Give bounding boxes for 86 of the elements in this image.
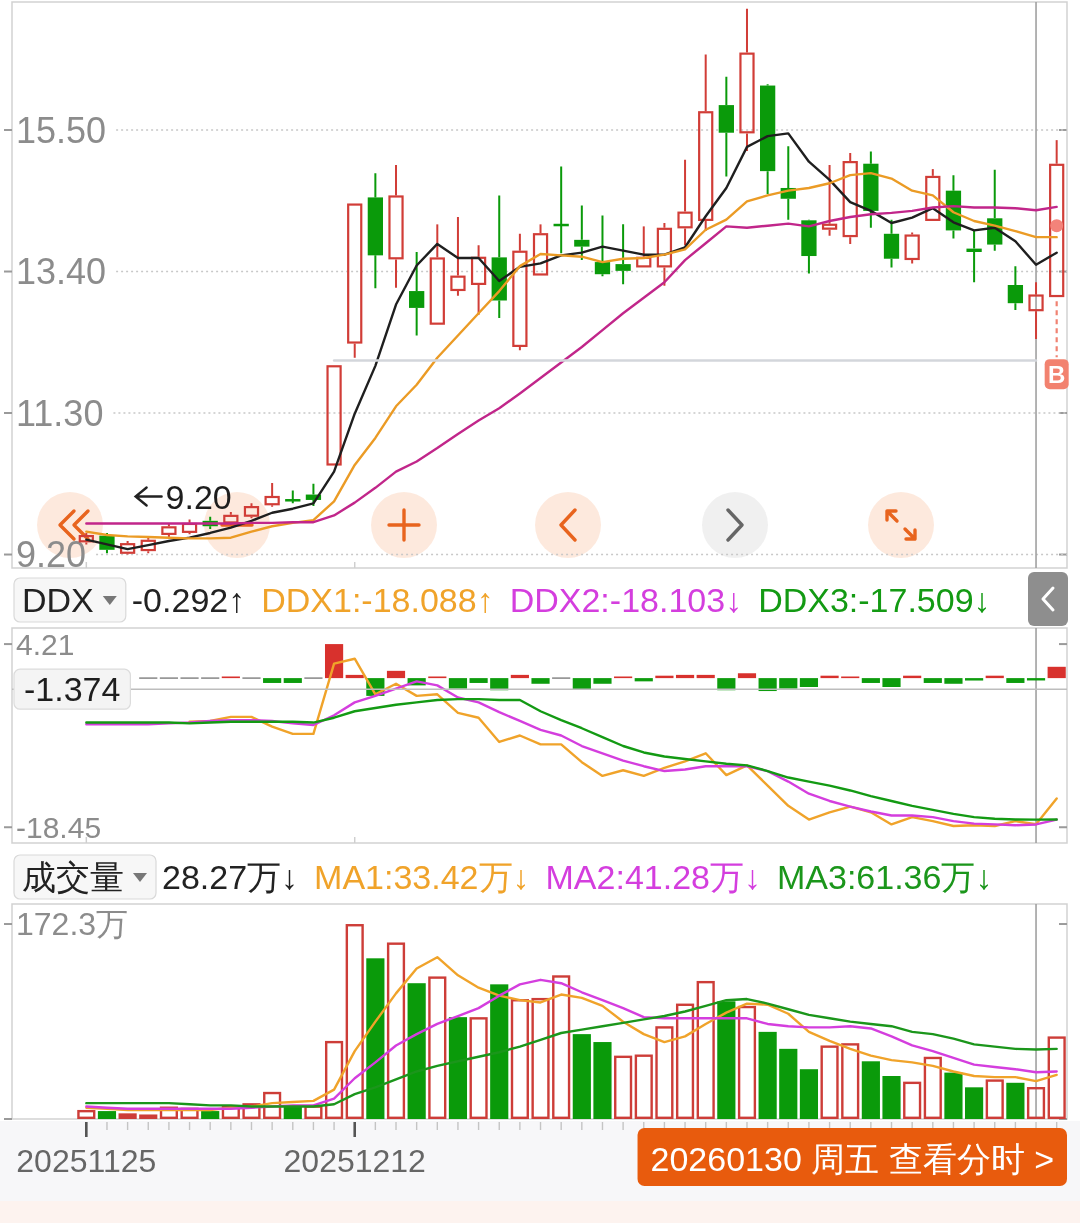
y-tick-label: 11.30 bbox=[16, 392, 104, 434]
chart-title: DDX bbox=[22, 581, 94, 620]
bar bbox=[97, 1111, 117, 1119]
bar bbox=[965, 1087, 984, 1119]
bar bbox=[572, 1034, 591, 1119]
bar bbox=[861, 678, 880, 683]
y-tick-label: 4.21 bbox=[16, 627, 75, 661]
x-tick-label: 20251125 bbox=[16, 1143, 157, 1179]
bar bbox=[799, 678, 819, 687]
bar bbox=[944, 1072, 963, 1119]
bar bbox=[448, 1017, 468, 1119]
bar bbox=[634, 1054, 653, 1119]
bar bbox=[799, 1069, 819, 1119]
bar bbox=[1026, 1087, 1046, 1119]
bar bbox=[675, 1003, 695, 1119]
series-label: DDX1:-18.088↑ bbox=[261, 581, 494, 620]
bar bbox=[861, 1061, 880, 1119]
bar bbox=[469, 1017, 488, 1119]
ref-line-label: -1.374 bbox=[24, 670, 121, 709]
bar bbox=[345, 924, 364, 1119]
bar bbox=[737, 673, 757, 679]
annotation: 20260130 周五 查看分时 > bbox=[637, 1128, 1067, 1186]
bar bbox=[531, 678, 550, 684]
bar bbox=[675, 674, 695, 679]
bar bbox=[552, 975, 571, 1119]
bar bbox=[923, 678, 942, 683]
bar bbox=[593, 1042, 612, 1119]
bar bbox=[655, 1026, 674, 1119]
bar bbox=[903, 1081, 922, 1119]
chart-subtitle: 28.27万↓ bbox=[162, 858, 299, 897]
annotation: B bbox=[1048, 361, 1066, 389]
annotation: 9.20 bbox=[133, 477, 232, 516]
bar bbox=[428, 976, 447, 1119]
bar bbox=[965, 678, 984, 681]
y-tick-label: 15.50 bbox=[16, 109, 107, 151]
bar bbox=[985, 1079, 1004, 1119]
bar bbox=[263, 678, 282, 683]
bar bbox=[593, 678, 612, 684]
header: 成交量 28.27万↓ MA1:33.42万↓ MA2:41.28万↓ MA3:61.36万↓ bbox=[13, 854, 993, 900]
bar bbox=[882, 1076, 901, 1119]
bar bbox=[510, 674, 529, 679]
bar bbox=[614, 1055, 633, 1119]
header: DDX -0.292↑ DDX1:-18.088↑ DDX2:-18.103↓ DDX3:-17.509↓ bbox=[13, 577, 991, 623]
y-tick-label: 172.3万 bbox=[16, 906, 129, 943]
bar bbox=[448, 678, 468, 689]
bar bbox=[717, 1001, 736, 1119]
bar bbox=[1047, 666, 1066, 679]
x-tick-label: 20251212 bbox=[283, 1143, 426, 1179]
bar bbox=[490, 984, 509, 1119]
bar bbox=[77, 1109, 96, 1119]
bar bbox=[779, 1048, 798, 1119]
bar bbox=[324, 644, 344, 679]
y-tick-label: 13.40 bbox=[16, 251, 107, 293]
bar bbox=[1006, 678, 1025, 683]
bar bbox=[139, 1114, 158, 1119]
y-tick-label: 9.20 bbox=[16, 534, 87, 576]
bar bbox=[531, 997, 550, 1119]
bar bbox=[469, 678, 488, 683]
annotation: B bbox=[1044, 301, 1069, 390]
chart-title: 成交量 bbox=[22, 858, 124, 897]
bar bbox=[345, 674, 364, 679]
bar bbox=[882, 678, 901, 687]
annotation: 9.20 bbox=[165, 477, 232, 516]
bar bbox=[1047, 1036, 1066, 1119]
bar bbox=[696, 674, 715, 679]
bar bbox=[944, 678, 963, 684]
bar bbox=[386, 670, 406, 679]
bar bbox=[634, 678, 653, 682]
bar bbox=[696, 980, 715, 1119]
bar bbox=[366, 958, 385, 1119]
bar bbox=[283, 678, 302, 683]
bar bbox=[737, 1005, 757, 1119]
y-tick-label: -18.45 bbox=[16, 810, 102, 844]
bar bbox=[407, 983, 426, 1119]
bar bbox=[758, 1031, 777, 1119]
bar bbox=[779, 678, 798, 689]
ref-line: -1.374 bbox=[11, 668, 1068, 710]
bar bbox=[118, 1113, 137, 1119]
bar bbox=[820, 1045, 839, 1119]
bar bbox=[386, 942, 406, 1119]
bar bbox=[201, 1111, 220, 1119]
bar bbox=[1006, 1082, 1025, 1119]
bar bbox=[510, 999, 529, 1119]
bar bbox=[841, 1043, 860, 1119]
bar bbox=[923, 1056, 942, 1119]
chart-subtitle: -0.292↑ bbox=[131, 581, 246, 620]
